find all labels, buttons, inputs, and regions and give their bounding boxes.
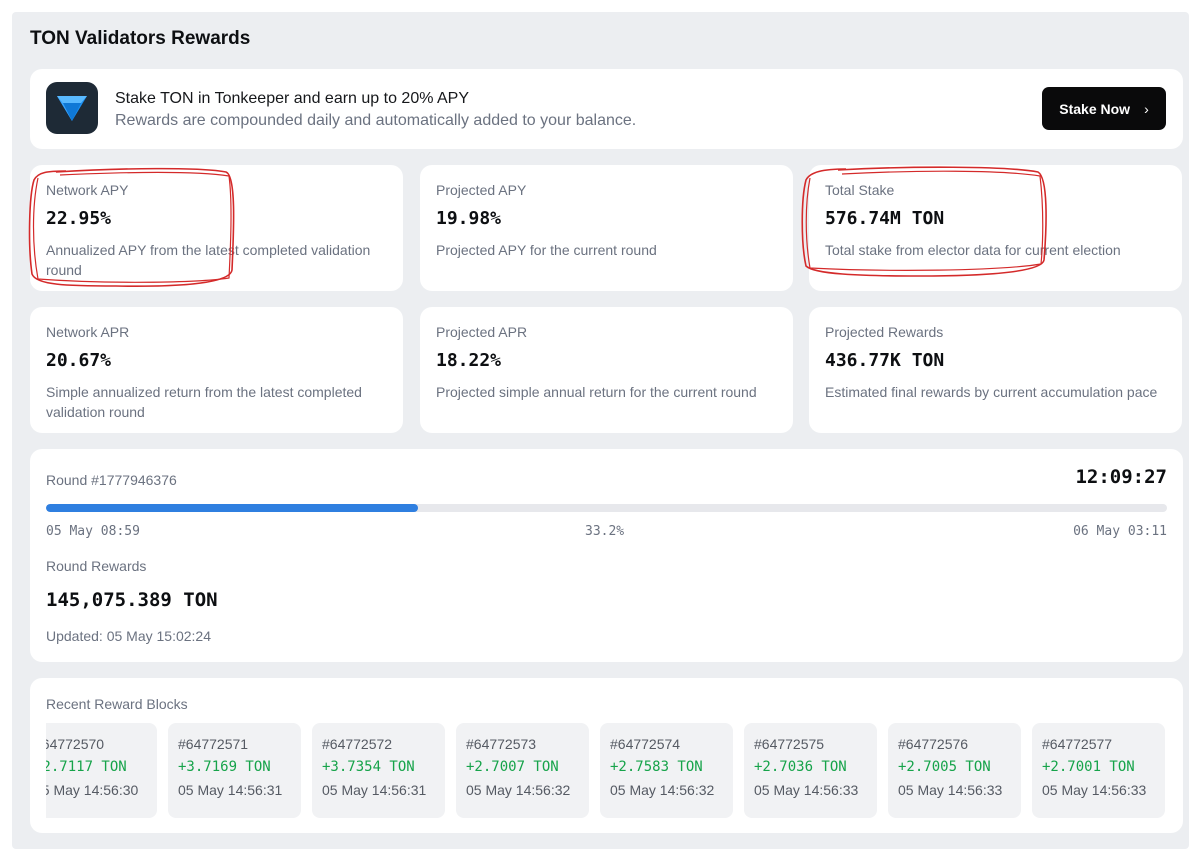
reward-block-tile[interactable]: #64772570 +2.7117 TON 05 May 14:56:30 [46, 723, 157, 818]
stake-now-label: Stake Now [1059, 100, 1131, 117]
stat-card-projected-rewards: Projected Rewards 436.77K TON Estimated … [809, 307, 1182, 433]
recent-blocks-title: Recent Reward Blocks [46, 696, 188, 712]
stat-description: Projected APY for the current round [436, 242, 657, 258]
round-updated-time: Updated: 05 May 15:02:24 [46, 628, 212, 644]
reward-block-tile[interactable]: #64772574 +2.7583 TON 05 May 14:56:32 [600, 723, 733, 818]
round-rewards-label: Round Rewards [46, 558, 147, 574]
block-number: #64772576 [898, 736, 969, 752]
stat-label: Projected APR [436, 324, 528, 340]
stat-card-network-apr: Network APR 20.67% Simple annualized ret… [30, 307, 403, 433]
block-number: #64772575 [754, 736, 825, 752]
promo-subtitle: Rewards are compounded daily and automat… [115, 112, 637, 129]
stat-label: Projected Rewards [825, 324, 944, 340]
stat-value: 19.98% [436, 208, 502, 229]
block-number: #64772574 [610, 736, 681, 752]
stat-value: 18.22% [436, 350, 502, 371]
stat-label: Network APR [46, 324, 130, 340]
stat-value: 20.67% [46, 350, 112, 371]
block-number: #64772573 [466, 736, 537, 752]
block-number: #64772571 [178, 736, 249, 752]
block-timestamp: 05 May 14:56:32 [610, 782, 715, 798]
reward-block-tile[interactable]: #64772571 +3.7169 TON 05 May 14:56:31 [168, 723, 301, 818]
block-reward-amount: +2.7007 TON [466, 759, 559, 775]
block-reward-amount: +2.7036 TON [754, 759, 847, 775]
block-reward-amount: +2.7001 TON [1042, 759, 1135, 775]
stake-now-button[interactable]: Stake Now › [1042, 87, 1166, 130]
block-timestamp: 05 May 14:56:33 [754, 782, 859, 798]
block-timestamp: 05 May 14:56:33 [1042, 782, 1147, 798]
round-countdown: 12:09:27 [1075, 466, 1167, 488]
round-progress-percent: 33.2% [585, 524, 625, 539]
block-timestamp: 05 May 14:56:32 [466, 782, 571, 798]
block-number: #64772570 [46, 736, 105, 752]
reward-block-tile[interactable]: #64772576 +2.7005 TON 05 May 14:56:33 [888, 723, 1021, 818]
dashboard-panel: TON Validators Rewards Stake TON in Tonk… [12, 12, 1189, 849]
block-reward-amount: +3.7354 TON [322, 759, 415, 775]
block-timestamp: 05 May 14:56:30 [46, 782, 139, 798]
round-progress-bar [46, 504, 1167, 512]
block-timestamp: 05 May 14:56:31 [322, 782, 427, 798]
stat-value: 436.77K TON [825, 350, 945, 371]
reward-block-tile[interactable]: #64772573 +2.7007 TON 05 May 14:56:32 [456, 723, 589, 818]
round-progress-card: Round #1777946376 12:09:27 05 May 08:59 … [30, 449, 1183, 662]
recent-reward-blocks-card: Recent Reward Blocks #64772570 +2.7117 TO… [30, 678, 1183, 833]
round-rewards-value: 145,075.389 TON [46, 589, 218, 611]
block-number: #64772572 [322, 736, 393, 752]
round-end-time: 06 May 03:11 [1073, 524, 1167, 539]
stat-label: Total Stake [825, 182, 895, 198]
staking-promo-banner: Stake TON in Tonkeeper and earn up to 20… [30, 69, 1183, 149]
stat-description: Estimated final rewards by current accum… [825, 384, 1158, 400]
stat-value: 22.95% [46, 208, 112, 229]
stat-card-projected-apy: Projected APY 19.98% Projected APY for t… [420, 165, 793, 291]
stat-description: Simple annualized return from the latest… [46, 384, 362, 420]
stat-description: Total stake from elector data for curren… [825, 242, 1121, 258]
page-title: TON Validators Rewards [30, 28, 251, 49]
stat-card-projected-apr: Projected APR 18.22% Projected simple an… [420, 307, 793, 433]
reward-block-tile[interactable]: #64772575 +2.7036 TON 05 May 14:56:33 [744, 723, 877, 818]
round-progress-fill [46, 504, 419, 512]
stat-label: Network APY [46, 182, 129, 198]
block-timestamp: 05 May 14:56:31 [178, 782, 283, 798]
stat-label: Projected APY [436, 182, 527, 198]
reward-block-tile[interactable]: #64772577 +2.7001 TON 05 May 14:56:33 [1032, 723, 1165, 818]
block-timestamp: 05 May 14:56:33 [898, 782, 1003, 798]
block-number: #64772577 [1042, 736, 1113, 752]
stat-description: Projected simple annual return for the c… [436, 384, 757, 400]
block-reward-amount: +2.7117 TON [46, 759, 127, 775]
tonkeeper-diamond-icon [46, 82, 98, 134]
stat-description: Annualized APY from the latest completed… [46, 242, 371, 278]
stat-card-network-apy: Network APY 22.95% Annualized APY from t… [30, 165, 403, 291]
block-reward-amount: +2.7005 TON [898, 759, 991, 775]
stat-value: 576.74M TON [825, 208, 945, 229]
chevron-right-icon: › [1144, 100, 1149, 117]
promo-title: Stake TON in Tonkeeper and earn up to 20… [115, 90, 470, 107]
round-start-time: 05 May 08:59 [46, 524, 140, 539]
block-reward-amount: +2.7583 TON [610, 759, 703, 775]
block-reward-amount: +3.7169 TON [178, 759, 271, 775]
round-label: Round #1777946376 [46, 472, 177, 488]
stat-card-total-stake: Total Stake 576.74M TON Total stake from… [809, 165, 1182, 291]
reward-block-tile[interactable]: #64772572 +3.7354 TON 05 May 14:56:31 [312, 723, 445, 818]
